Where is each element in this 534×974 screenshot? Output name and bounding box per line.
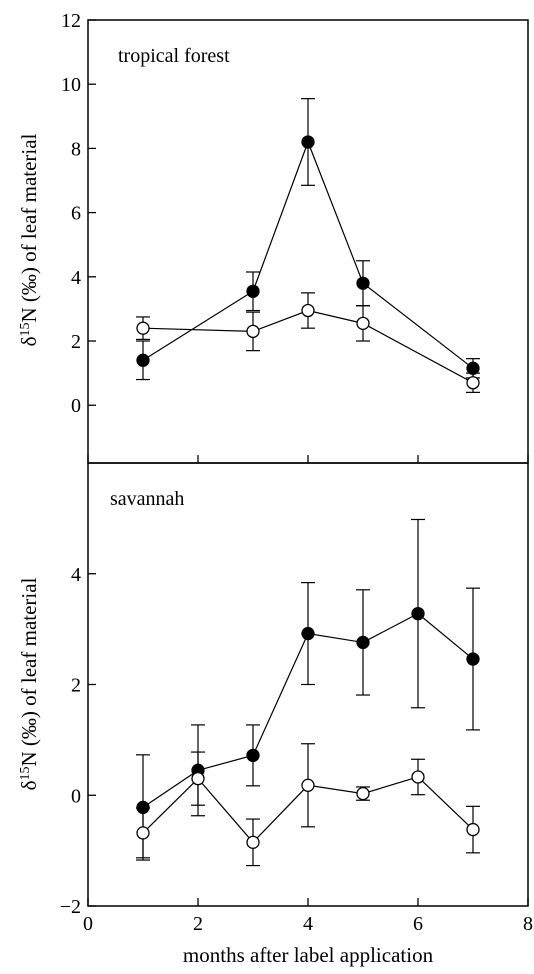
top-panel-frame: [87, 19, 529, 464]
top-y-tick-label: 10: [61, 74, 81, 96]
bottom-y-tick-label: 0: [71, 785, 81, 807]
top-filled-point: [246, 284, 260, 298]
bottom-open-point: [411, 770, 425, 784]
top-y-tick-label: 6: [71, 203, 81, 225]
bottom-y-tick-label: −2: [60, 896, 81, 918]
x-tick-label: 0: [83, 913, 93, 935]
bottom-open-point: [466, 822, 480, 837]
top-filled-point: [136, 353, 150, 367]
bottom-filled-point: [301, 626, 315, 641]
top-open-point: [466, 376, 480, 390]
bottom-open-point: [356, 786, 370, 801]
bottom-y-tick-label: 2: [71, 675, 81, 697]
top-open-point: [356, 316, 370, 331]
top-open-point: [246, 324, 260, 339]
x-tick-label: 6: [413, 913, 423, 935]
top-filled-point: [301, 135, 315, 149]
bottom-filled-point: [466, 652, 480, 666]
x-tick-label: 2: [193, 913, 203, 935]
top-y-tick-label: 8: [71, 138, 81, 160]
bottom-open-point: [191, 771, 205, 786]
top-panel-title: tropical forest: [118, 45, 230, 67]
top-y-tick-label: 0: [71, 395, 81, 417]
bottom-filled-point: [411, 606, 425, 621]
top-y-axis-label: δ15N (‰) of leaf material: [17, 133, 41, 346]
x-tick-label: 8: [523, 913, 533, 935]
top-filled-point: [466, 361, 480, 375]
top-y-tick-label: 2: [71, 331, 81, 353]
top-open-point: [301, 303, 315, 318]
top-open-point: [136, 321, 150, 335]
bottom-y-tick-label: 4: [71, 564, 81, 586]
bottom-open-point: [301, 778, 315, 792]
x-tick-label: 4: [303, 913, 313, 935]
top-y-tick-label: 12: [61, 10, 81, 32]
top-filled-point: [356, 276, 370, 290]
bottom-y-axis-label: δ15N (‰) of leaf material: [17, 577, 41, 790]
bottom-filled-point: [356, 635, 370, 650]
x-axis-label: months after label application: [183, 943, 434, 967]
top-y-tick-label: 4: [71, 267, 81, 289]
bottom-panel-title: savannah: [110, 488, 184, 510]
bottom-open-point: [246, 835, 260, 849]
bottom-filled-point: [246, 748, 260, 763]
bottom-open-point: [136, 826, 150, 840]
